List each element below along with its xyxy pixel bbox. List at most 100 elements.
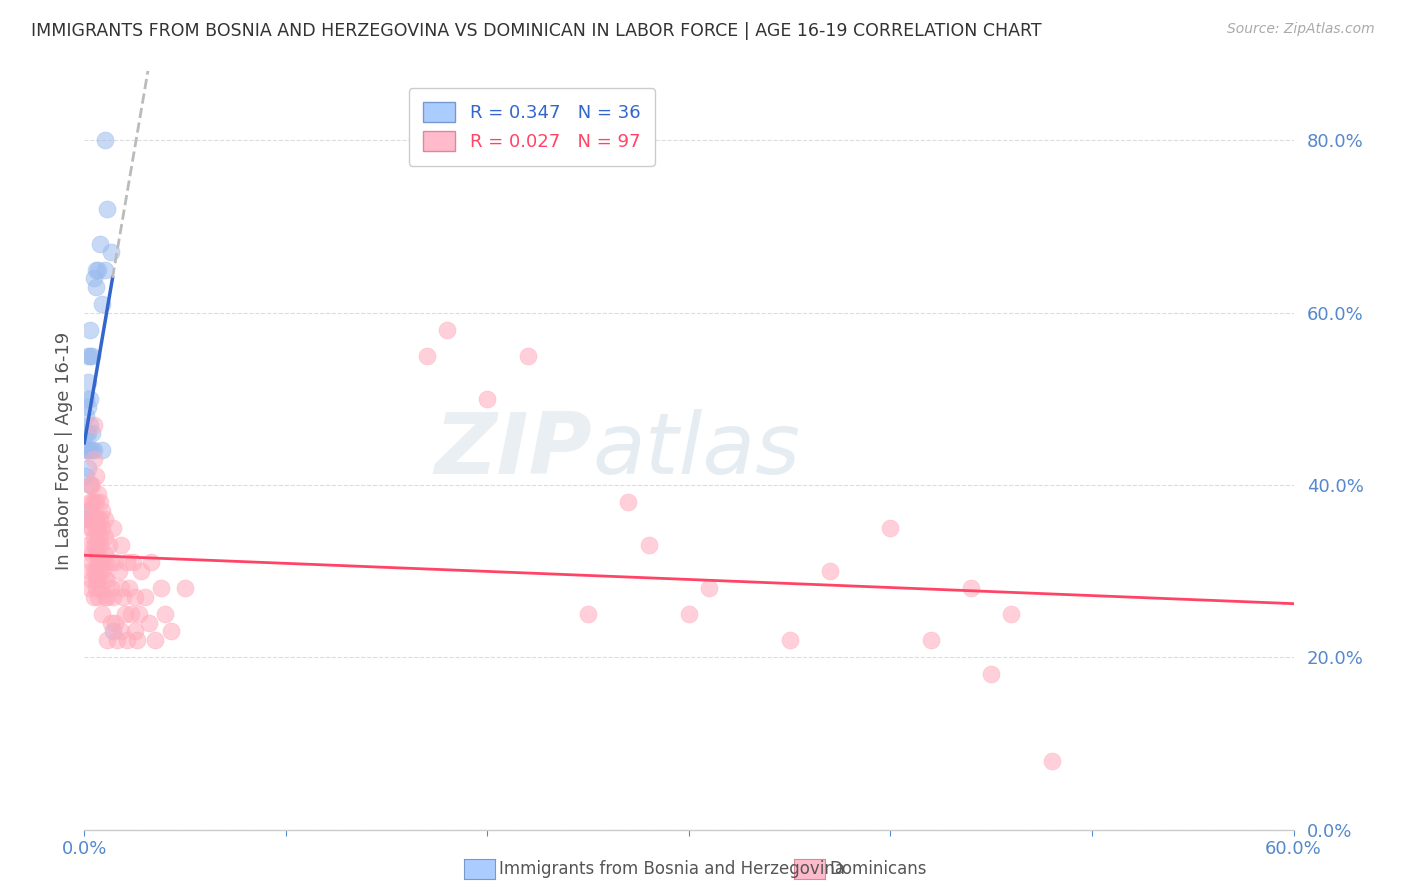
Point [87,512,110,526]
Point [83,417,105,432]
Point [115,633,138,648]
Point [87,547,110,561]
Point [82,495,104,509]
Point [87,521,110,535]
Point [416,349,439,363]
Point [516,349,538,363]
Point [576,607,599,622]
Point [91,504,114,518]
Point [89,582,111,596]
Point [107,564,129,578]
Point [960,582,983,596]
Point [79,521,101,535]
Point [96,202,118,217]
Point [89,495,111,509]
Point [77,504,100,518]
Point [91,556,114,570]
Point [637,538,659,552]
Point [104,556,127,570]
Text: Source: ZipAtlas.com: Source: ZipAtlas.com [1227,22,1375,37]
Point [86,262,108,277]
Point [93,556,115,570]
Point [93,547,115,561]
Point [77,504,100,518]
Point [1000,607,1022,622]
Point [77,401,100,415]
Point [120,607,142,622]
Point [79,443,101,458]
Point [87,530,110,544]
Point [83,564,105,578]
Point [125,633,148,648]
Point [86,521,108,535]
Point [82,556,104,570]
Text: IMMIGRANTS FROM BOSNIA AND HERZEGOVINA VS DOMINICAN IN LABOR FORCE | AGE 16-19 C: IMMIGRANTS FROM BOSNIA AND HERZEGOVINA V… [31,22,1042,40]
Point [87,486,110,500]
Point [79,478,101,492]
Point [89,538,111,552]
Point [82,426,104,441]
Point [83,443,105,458]
Point [79,512,101,526]
Point [79,349,101,363]
Point [93,590,115,604]
Point [115,556,138,570]
Point [86,573,108,587]
Point [101,624,124,639]
Point [87,262,110,277]
Point [82,521,104,535]
Point [91,443,114,458]
Point [79,392,101,406]
Point [83,495,105,509]
Point [82,512,104,526]
Point [79,495,101,509]
Point [617,495,640,509]
Point [174,582,197,596]
Point [82,547,104,561]
Point [477,392,499,406]
Point [75,512,97,526]
Point [1040,754,1063,768]
Point [77,460,100,475]
Point [879,521,901,535]
Y-axis label: In Labor Force | Age 16-19: In Labor Force | Age 16-19 [55,331,73,570]
Point [91,297,114,311]
Point [86,512,108,526]
Point [93,512,115,526]
Point [91,564,114,578]
Text: ZIP: ZIP [434,409,592,492]
Point [77,375,100,389]
Point [818,564,841,578]
Point [75,392,97,406]
Point [96,633,118,648]
Point [83,271,105,285]
Point [110,624,132,639]
Point [980,667,1002,681]
Point [118,582,141,596]
Point [77,443,100,458]
Point [100,615,122,630]
Point [79,478,101,492]
Point [82,573,104,587]
Point [100,245,122,260]
Point [82,443,104,458]
Point [93,133,115,147]
Point [86,564,108,578]
Point [83,452,105,467]
Point [86,547,108,561]
Point [124,624,146,639]
Point [143,633,166,648]
Point [96,573,118,587]
Point [104,615,127,630]
Point [77,349,100,363]
Point [83,590,105,604]
Point [79,417,101,432]
Point [93,573,115,587]
Point [75,426,97,441]
Point [86,582,108,596]
Point [79,564,101,578]
Point [678,607,700,622]
Point [93,530,115,544]
Point [139,556,162,570]
Point [153,607,176,622]
